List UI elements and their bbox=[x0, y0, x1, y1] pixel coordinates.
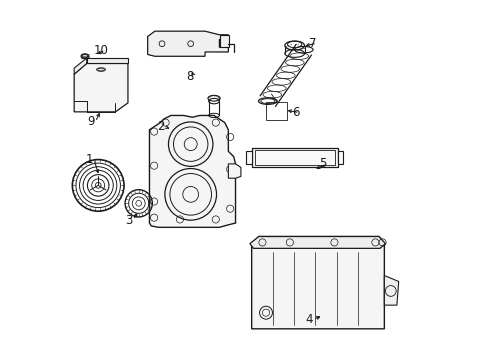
Text: 8: 8 bbox=[186, 70, 193, 83]
Polygon shape bbox=[228, 164, 241, 178]
Polygon shape bbox=[249, 237, 385, 248]
Bar bbox=[254, 150, 334, 165]
Text: 5: 5 bbox=[318, 157, 325, 170]
Polygon shape bbox=[86, 58, 128, 63]
Polygon shape bbox=[246, 151, 251, 164]
Polygon shape bbox=[74, 63, 128, 112]
Polygon shape bbox=[147, 31, 228, 56]
Text: 1: 1 bbox=[86, 153, 93, 166]
Polygon shape bbox=[149, 116, 235, 227]
Text: 7: 7 bbox=[308, 36, 316, 50]
Polygon shape bbox=[384, 275, 398, 305]
Polygon shape bbox=[337, 151, 343, 164]
Text: 3: 3 bbox=[125, 214, 132, 227]
Polygon shape bbox=[74, 58, 86, 74]
Text: 4: 4 bbox=[305, 312, 312, 326]
Polygon shape bbox=[251, 237, 384, 329]
Bar bbox=[220, 35, 228, 47]
Text: 2: 2 bbox=[157, 121, 165, 134]
Text: 9: 9 bbox=[87, 116, 95, 129]
Bar bbox=[251, 148, 337, 167]
Text: 6: 6 bbox=[291, 106, 299, 119]
Text: 10: 10 bbox=[93, 44, 108, 57]
